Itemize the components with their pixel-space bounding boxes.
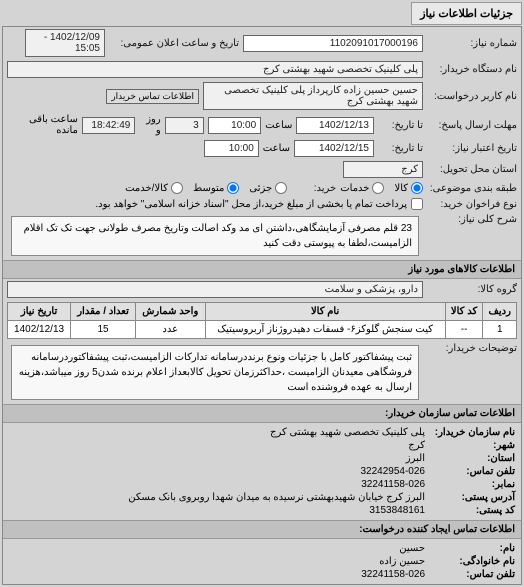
payment-checkbox[interactable] xyxy=(411,198,423,210)
time-remain-label: ساعت باقی مانده xyxy=(7,114,78,136)
table-cell: عدد xyxy=(136,321,206,339)
fname-label: نام: xyxy=(430,543,515,554)
address-label: آدرس پستی: xyxy=(430,492,515,503)
deadline-time-field[interactable]: 10:00 xyxy=(208,117,261,134)
creator-phone-value: 32241158-026 xyxy=(361,569,425,580)
radio-kala[interactable]: کالا xyxy=(394,182,423,194)
requester-field: حسین حسین زاده کارپرداز پلی کلینیک تخصصی… xyxy=(203,82,423,110)
validity-date-field[interactable]: 1402/12/15 xyxy=(294,140,374,157)
postal-value: 3153848161 xyxy=(369,505,425,516)
contact-section-title: اطلاعات تماس سازمان خریدار: xyxy=(3,404,521,423)
table-row[interactable]: 1--کیت سنجش گلوکز۶- فسفات دهیدروژناز آرب… xyxy=(8,321,517,339)
city-label: شهر: xyxy=(430,440,515,451)
payment-note: پرداخت تمام یا بخشی از مبلغ خرید،از محل … xyxy=(95,199,407,210)
table-header: واحد شمارش xyxy=(136,303,206,321)
province-label: استان: xyxy=(430,453,515,464)
validity-label: تاریخ اعتبار نیاز: xyxy=(427,143,517,154)
currency-label: خرید: xyxy=(291,183,336,194)
phone-label: تلفن تماس: xyxy=(430,466,515,477)
fname-value: حسین xyxy=(399,543,425,554)
time-remain-field: 18:42:49 xyxy=(82,117,135,134)
group-field: دارو، پزشکی و سلامت xyxy=(7,281,423,298)
org-label: نام سازمان خریدار: xyxy=(430,427,515,438)
delivery-field: کرج xyxy=(343,161,423,178)
table-header: تعداد / مقدار xyxy=(71,303,136,321)
radio-khadamat[interactable]: خدمات xyxy=(340,182,384,194)
table-cell: 1402/12/13 xyxy=(8,321,71,339)
city-value: کرج xyxy=(408,440,425,451)
tab-header[interactable]: جزئیات اطلاعات نیاز xyxy=(411,2,522,25)
buyer-label: نام دستگاه خریدار: xyxy=(427,64,517,75)
contact-info-button[interactable]: اطلاعات تماس خریدار xyxy=(106,89,199,104)
buyer-field: پلی کلینیک تخصصی شهید بهشتی کرج xyxy=(7,61,423,78)
budget-label: طبقه بندی موضوعی: xyxy=(427,183,517,194)
fax-label: نمابر: xyxy=(430,479,515,490)
request-no-field: 1102091017000196 xyxy=(243,35,423,52)
fax-value: 32241158-026 xyxy=(361,479,425,490)
creator-section-title: اطلاعات تماس ایجاد کننده درخواست: xyxy=(3,520,521,539)
time-label-1: ساعت xyxy=(265,120,292,131)
province-value: البرز xyxy=(406,453,425,464)
deadline-label: مهلت ارسال پاسخ: xyxy=(427,120,517,131)
creator-phone-label: تلفن تماس: xyxy=(430,569,515,580)
table-header: کد کالا xyxy=(445,303,483,321)
time-label-2: ساعت xyxy=(263,143,290,154)
until-label: تا تاریخ: xyxy=(378,120,423,131)
validity-time-field[interactable]: 10:00 xyxy=(204,140,259,157)
requester-label: نام کاربر درخواست: xyxy=(427,91,517,102)
table-cell: کیت سنجش گلوکز۶- فسفات دهیدروژناز آربروس… xyxy=(205,321,445,339)
radio-jozi[interactable]: جزئی xyxy=(249,182,287,194)
table-cell: 15 xyxy=(71,321,136,339)
table-header: ردیف xyxy=(483,303,517,321)
days-remain-label: روز و xyxy=(139,114,160,136)
org-value: پلی کلینیک تخصصی شهید بهشتی کرج xyxy=(270,427,425,438)
announce-value: 1402/12/09 - 15:05 xyxy=(25,29,105,57)
goods-section-title: اطلاعات کالاهای مورد نیاز xyxy=(3,260,521,279)
announce-label: تاریخ و ساعت اعلان عمومی: xyxy=(109,38,239,49)
days-remain-field: 3 xyxy=(165,117,204,134)
goods-table: ردیفکد کالانام کالاواحد شمارشتعداد / مقد… xyxy=(7,302,517,339)
notes-field: ثبت پیشفاکتور کامل با جزئیات ونوع برنددر… xyxy=(11,345,419,400)
radio-kalan[interactable]: کالا/خدمت xyxy=(125,182,183,194)
delivery-label: استان محل تحویل: xyxy=(427,164,517,175)
table-cell: -- xyxy=(445,321,483,339)
notes-label: توضیحات خریدار: xyxy=(427,343,517,354)
table-header: تاریخ نیاز xyxy=(8,303,71,321)
until-label-2: تا تاریخ: xyxy=(378,143,423,154)
payment-label: نوع فراخوان خرید: xyxy=(427,199,517,210)
lname-label: نام خانوادگی: xyxy=(430,556,515,567)
lname-value: حسین زاده xyxy=(379,556,425,567)
group-label: گروه کالا: xyxy=(427,284,517,295)
phone-value: 32242954-026 xyxy=(360,466,425,477)
table-cell: 1 xyxy=(483,321,517,339)
subject-label: شرح کلی نیاز: xyxy=(427,214,517,225)
request-no-label: شماره نیاز: xyxy=(427,38,517,49)
table-header: نام کالا xyxy=(205,303,445,321)
deadline-date-field[interactable]: 1402/12/13 xyxy=(296,117,374,134)
address-value: البرز کرج خیابان شهیدبهشتی نرسیده به مید… xyxy=(128,492,425,503)
postal-label: کد پستی: xyxy=(430,505,515,516)
subject-field: 23 قلم مصرفی آزمایشگاهی،داشتن ای مد وکد … xyxy=(11,216,419,256)
radio-motavaset[interactable]: متوسط xyxy=(193,182,239,194)
